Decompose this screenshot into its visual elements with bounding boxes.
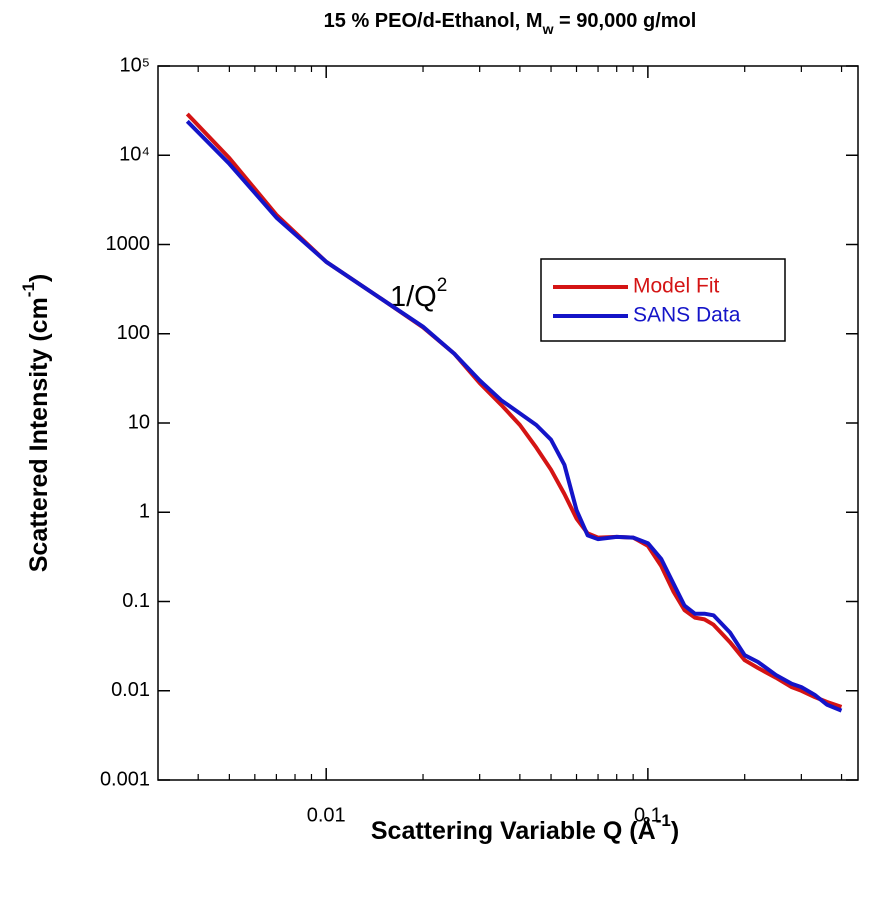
y-tick-label: 1000 bbox=[106, 233, 151, 255]
y-axis-label: Scattered Intensity (cm-1) bbox=[19, 274, 52, 573]
legend-box bbox=[540, 258, 786, 342]
annotation: 1/Q2 bbox=[390, 275, 447, 313]
y-tick-label: 10 bbox=[128, 411, 150, 433]
legend-label: Model Fit bbox=[633, 275, 720, 298]
y-tick-label: 0.01 bbox=[111, 679, 150, 701]
y-tick-label: 10⁴ bbox=[119, 144, 150, 166]
plot-frame bbox=[157, 65, 859, 781]
y-tick-label: 10⁵ bbox=[119, 54, 150, 76]
y-tick-label: 0.1 bbox=[122, 590, 150, 612]
y-tick-label: 0.001 bbox=[100, 768, 150, 790]
x-tick-label: 0.1 bbox=[634, 804, 662, 826]
y-tick-label: 100 bbox=[117, 322, 150, 344]
y-tick-label: 1 bbox=[139, 501, 150, 523]
chart-title: 15 % PEO/d-Ethanol, Mw = 90,000 g/mol bbox=[324, 10, 697, 36]
legend-label: SANS Data bbox=[633, 304, 741, 327]
x-tick-label: 0.01 bbox=[307, 804, 346, 826]
x-axis-label: Scattering Variable Q (Å-1) bbox=[371, 811, 679, 844]
series-line bbox=[185, 119, 843, 713]
